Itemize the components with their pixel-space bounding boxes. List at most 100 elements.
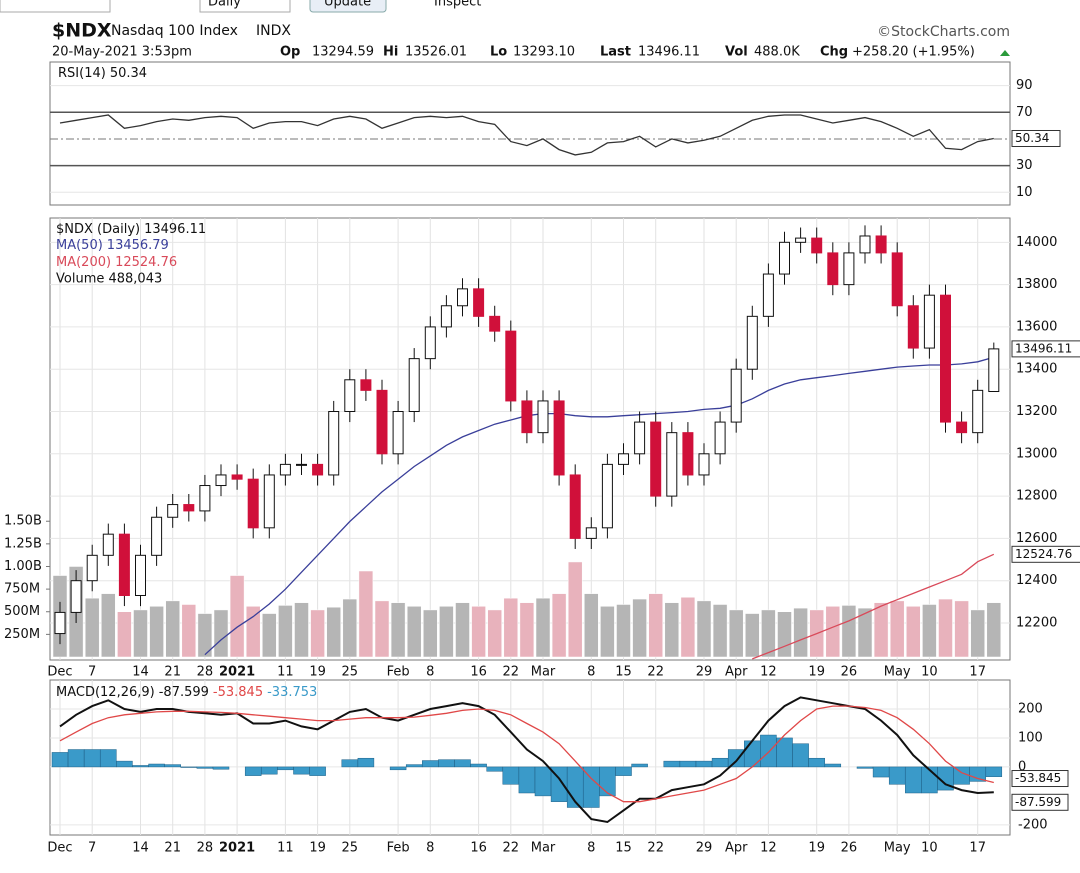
update-text: Update <box>324 0 371 10</box>
ma-line <box>752 553 995 660</box>
inspect-button[interactable]: Inspect <box>434 0 481 10</box>
x-tick-label: 25 <box>342 841 359 856</box>
change-arrow <box>1000 50 1010 56</box>
candle-body <box>650 421 662 497</box>
quote-label: Vol <box>725 45 748 60</box>
volume-bar <box>487 609 502 658</box>
y-tick-label: 90 <box>1016 78 1033 93</box>
x-tick-label: Dec <box>47 841 72 856</box>
volume-bar <box>326 606 341 658</box>
x-tick-label: 15 <box>615 841 632 856</box>
x-tick-label: 8 <box>426 665 434 680</box>
x-tick-label: 19 <box>808 841 825 856</box>
x-tick-label: Mar <box>531 841 556 856</box>
volume-bar <box>857 607 873 658</box>
volume-bar <box>390 602 406 658</box>
value-box-label: 12524.76 <box>1015 547 1072 561</box>
volume-bar <box>310 609 325 658</box>
legend: MA(50) 13456.79 <box>56 238 169 253</box>
candle-body <box>151 516 163 556</box>
y2-tick-label: 1.50B <box>4 514 42 529</box>
quote-label: Lo <box>490 45 507 60</box>
histogram-bar <box>744 740 761 768</box>
panel-frame <box>49 61 1011 206</box>
histogram-bar <box>180 766 198 768</box>
histogram-bar <box>341 759 359 768</box>
x-tick-label: 11 <box>277 665 294 680</box>
candle-body <box>408 358 420 413</box>
volume-bar <box>149 606 164 658</box>
candle-body <box>698 453 710 476</box>
x-tick-label: 28 <box>197 665 214 680</box>
legend-name: MA(200) <box>56 255 111 270</box>
x-tick-label: 11 <box>277 841 294 856</box>
x-tick-label: 29 <box>696 841 713 856</box>
candle-body <box>988 348 1000 393</box>
volume-bar <box>761 609 776 658</box>
volume-bar <box>551 593 567 658</box>
x-tick-label: 10 <box>921 665 938 680</box>
volume-bar <box>938 598 953 658</box>
interval-text: Daily <box>208 0 241 10</box>
candle-body <box>118 533 130 596</box>
interval-select[interactable] <box>199 0 291 13</box>
y-tick-label: 30 <box>1016 158 1033 173</box>
candle-body <box>843 252 855 286</box>
histogram-bar <box>454 759 471 768</box>
volume-bar <box>648 593 663 658</box>
quote-value: 13293.10 <box>513 45 575 60</box>
volume-bar <box>342 598 358 658</box>
histogram-bar <box>196 766 214 769</box>
quote-value: 13496.11 <box>638 45 700 60</box>
x-tick-label: 10 <box>921 841 938 856</box>
histogram-bar <box>518 766 536 794</box>
volume-bar <box>439 606 454 658</box>
update-button[interactable] <box>309 0 387 13</box>
x-tick-label: 17 <box>969 841 986 856</box>
value-box <box>1011 545 1080 563</box>
candle-body <box>730 368 742 423</box>
histogram-bar <box>164 764 181 768</box>
value-box <box>1011 129 1061 147</box>
histogram-bar <box>470 763 487 768</box>
histogram-bar <box>808 757 825 768</box>
volume-bar <box>954 600 969 658</box>
histogram-bar <box>905 766 922 794</box>
histogram-bar <box>679 760 697 768</box>
legend-value: 12524.76 <box>115 255 177 270</box>
x-tick-label: 26 <box>841 841 858 856</box>
histogram-bar <box>663 760 681 768</box>
histogram-bar <box>148 763 165 768</box>
symbol-input[interactable] <box>0 0 111 13</box>
x-tick-label: 21 <box>164 841 181 856</box>
candle-body <box>811 237 823 254</box>
candle-body <box>440 305 452 328</box>
legend: MA(200) 12524.76 <box>56 255 177 270</box>
volume-bar <box>841 605 857 658</box>
exchange: INDX <box>256 23 291 39</box>
candle-body <box>279 463 291 476</box>
histogram-bar <box>261 766 278 775</box>
volume-bar <box>664 602 680 658</box>
candle-body <box>972 389 984 434</box>
x-tick-label: 14 <box>132 841 149 856</box>
candle-body <box>247 478 259 529</box>
histogram-bar <box>727 749 745 768</box>
volume-bar <box>873 602 889 658</box>
y-tick-label: 14000 <box>1016 235 1057 250</box>
candle-body <box>263 474 275 529</box>
x-tick-label: Apr <box>725 841 748 856</box>
volume-bar <box>374 600 390 658</box>
candle-body <box>762 273 774 317</box>
candle-body <box>875 235 887 254</box>
rsi-line <box>59 114 994 156</box>
x-tick-label: Mar <box>531 665 556 680</box>
legend-name: RSI(14) <box>58 66 106 81</box>
x-tick-label: 22 <box>647 841 664 856</box>
volume-bar <box>889 600 905 658</box>
candle-body <box>183 504 195 512</box>
quote-label: Op <box>280 45 300 60</box>
histogram-bar <box>309 766 326 776</box>
volume-bar <box>535 597 551 658</box>
volume-bar <box>181 604 197 658</box>
